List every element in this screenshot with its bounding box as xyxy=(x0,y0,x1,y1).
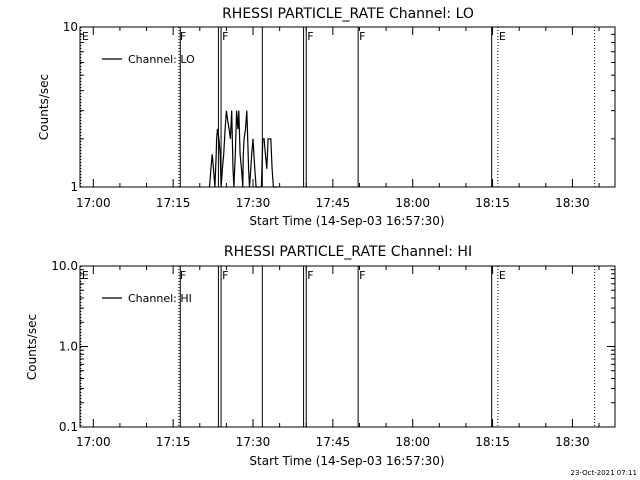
flag-label: F xyxy=(359,269,365,282)
flag-label: F xyxy=(307,269,313,282)
y-axis-label: Counts/sec xyxy=(25,314,39,380)
x-tick-label: 18:15 xyxy=(475,196,510,210)
x-tick-label: 18:15 xyxy=(475,435,510,449)
chart-title: RHESSI PARTICLE_RATE Channel: HI xyxy=(224,244,472,260)
x-tick-label: 18:00 xyxy=(395,435,430,449)
series-line xyxy=(208,110,278,188)
flag-label: E xyxy=(82,30,89,43)
flag-label: F xyxy=(222,269,228,282)
x-tick-label: 17:15 xyxy=(156,196,191,210)
flag-label: F xyxy=(359,30,365,43)
timestamp-label: 23-Oct-2021 07:11 xyxy=(571,469,637,477)
x-tick-label: 17:15 xyxy=(156,435,191,449)
y-tick-label: 10.0 xyxy=(51,259,78,273)
plot-panels: RHESSI PARTICLE_RATE Channel: LO Counts/s… xyxy=(25,6,616,468)
x-tick-label: 17:30 xyxy=(236,196,271,210)
legend-label: Channel: HI xyxy=(128,292,192,305)
chart-panel-2: RHESSI PARTICLE_RATE Channel: HI Counts/s… xyxy=(25,244,616,468)
chart-panel-1: RHESSI PARTICLE_RATE Channel: LO Counts/s… xyxy=(37,6,616,228)
y-tick-label: 1 xyxy=(70,180,78,194)
y-tick-label: 10 xyxy=(63,20,78,34)
y-axis-label: Counts/sec xyxy=(37,74,51,140)
x-tick-label: 17:00 xyxy=(76,435,111,449)
flag-label: F xyxy=(222,30,228,43)
x-axis-label: Start Time (14-Sep-03 16:57:30) xyxy=(249,214,444,228)
legend-label: Channel: LO xyxy=(128,53,195,66)
x-tick-label: 17:45 xyxy=(316,196,351,210)
flag-label: E xyxy=(499,269,506,282)
plot-frame xyxy=(79,26,616,188)
plot-frame xyxy=(79,265,616,428)
y-tick-label: 1.0 xyxy=(59,340,78,354)
flag-label: E xyxy=(82,269,89,282)
x-tick-label: 17:30 xyxy=(236,435,271,449)
x-tick-label: 17:45 xyxy=(316,435,351,449)
flag-label: F xyxy=(307,30,313,43)
chart-title: RHESSI PARTICLE_RATE Channel: LO xyxy=(222,6,474,22)
x-tick-label: 18:00 xyxy=(395,196,430,210)
y-tick-label: 0.1 xyxy=(59,420,78,434)
flag-label: F xyxy=(180,269,186,282)
x-tick-label: 17:00 xyxy=(76,196,111,210)
flag-label: F xyxy=(180,30,186,43)
x-axis-label: Start Time (14-Sep-03 16:57:30) xyxy=(249,454,444,468)
flag-label: E xyxy=(499,30,506,43)
x-tick-label: 18:30 xyxy=(555,196,590,210)
x-tick-label: 18:30 xyxy=(555,435,590,449)
